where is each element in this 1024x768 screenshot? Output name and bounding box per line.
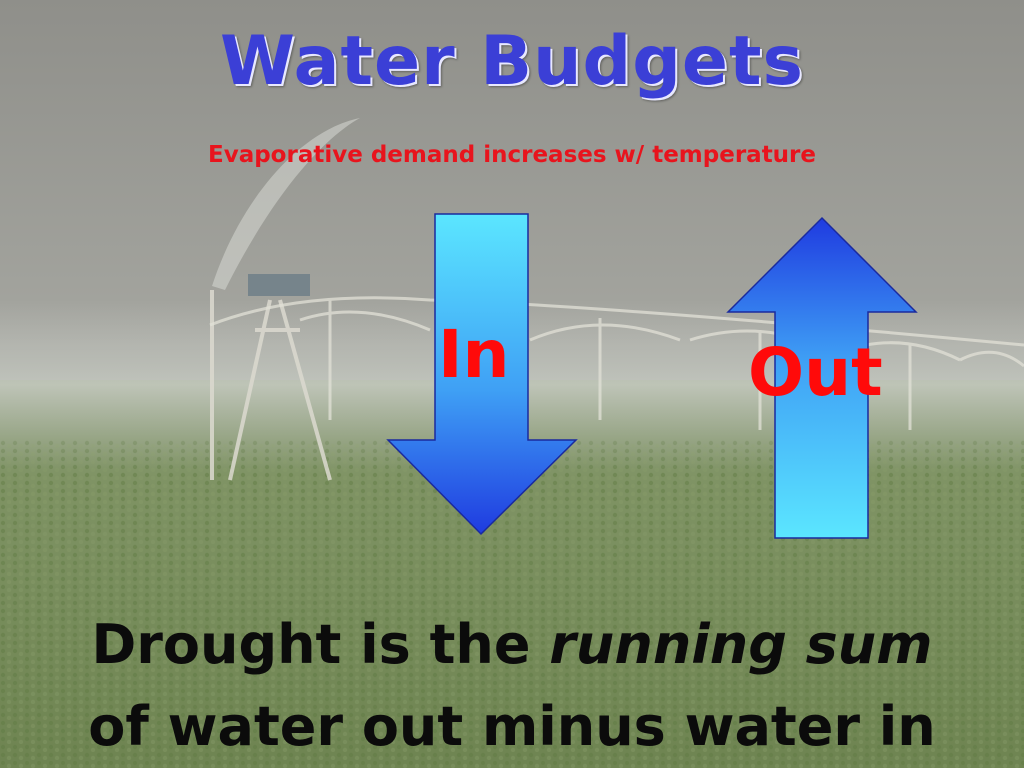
caption-line-2: of water out minus water in (88, 695, 936, 758)
in-arrow-label: In (438, 316, 510, 393)
in-arrow (386, 213, 578, 536)
slide-subtitle: Evaporative demand increases w/ temperat… (207, 142, 817, 168)
slide-title: Water Budgets (220, 22, 804, 101)
out-arrow (726, 216, 918, 539)
caption-emphasis: running sum (549, 613, 933, 676)
caption-line-1: Drought is the running sum (0, 604, 1024, 686)
caption-line-1-prefix: Drought is the (91, 613, 550, 676)
slide-caption: Drought is the running sum of water out … (0, 604, 1024, 768)
out-arrow-label: Out (748, 334, 883, 411)
